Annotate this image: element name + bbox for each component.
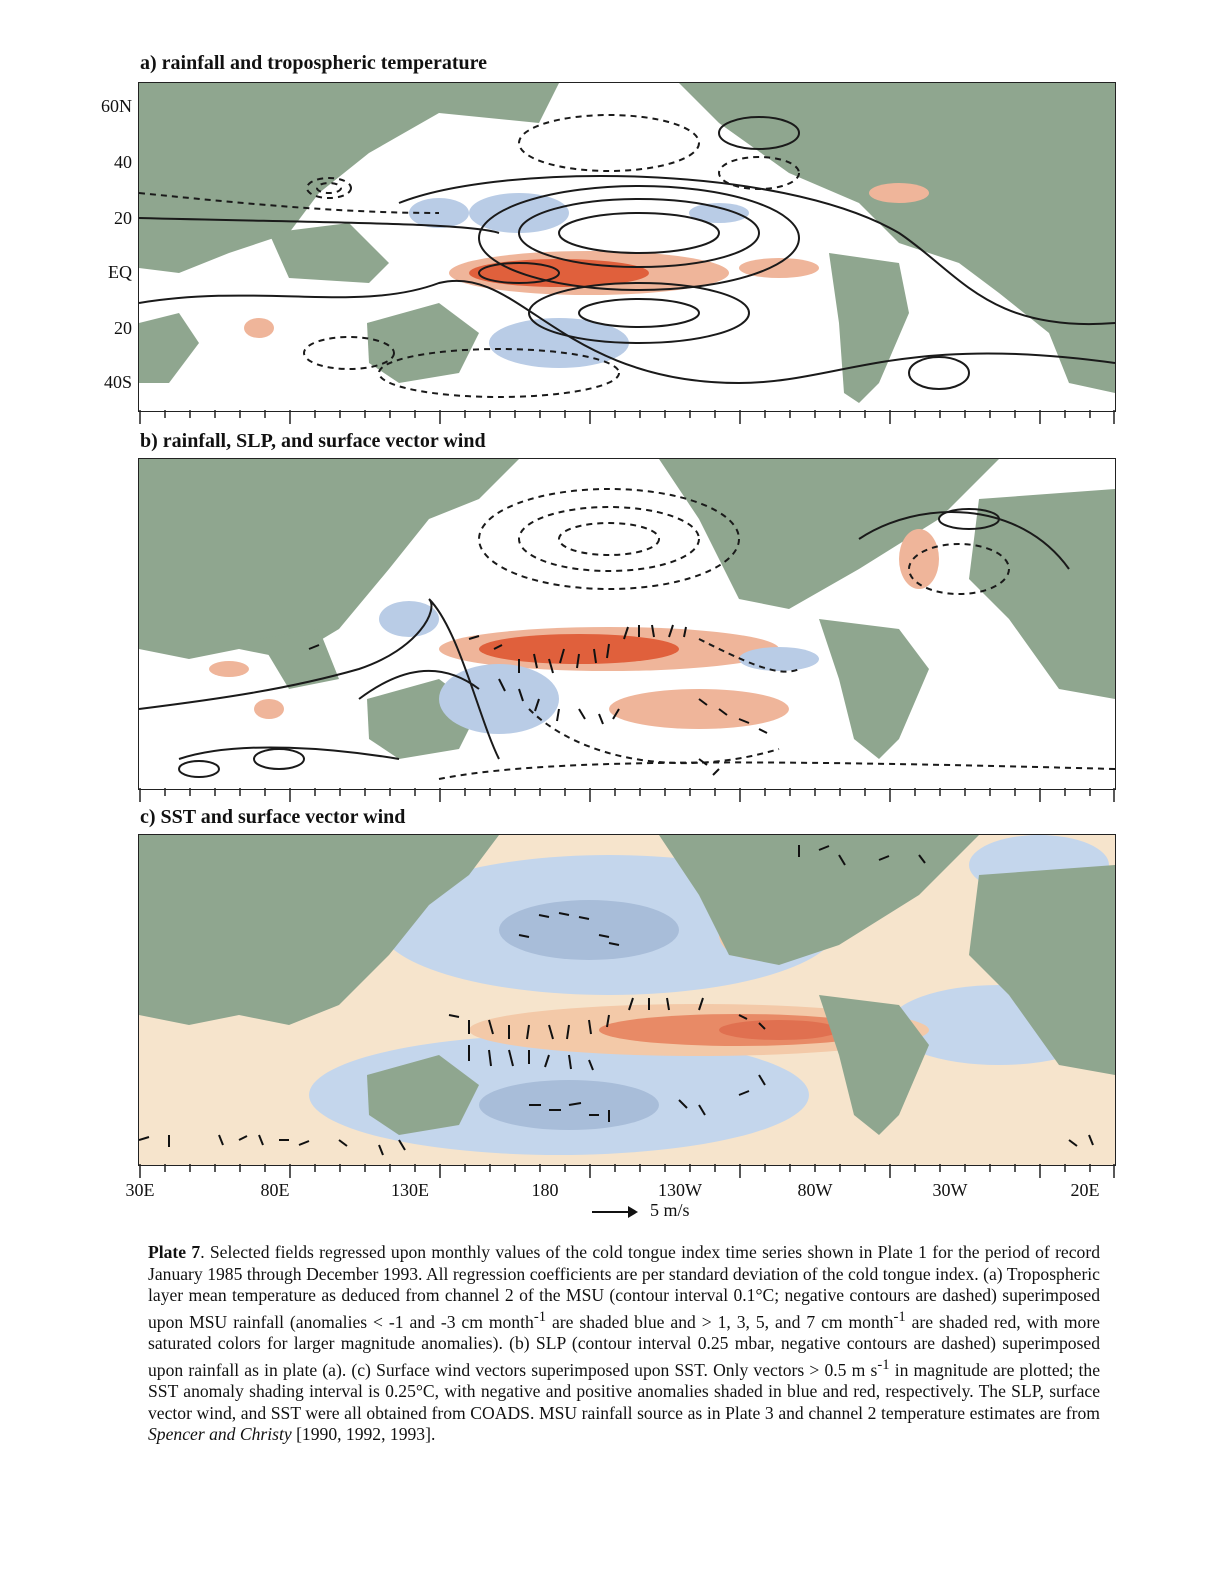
x-label-30e: 30E [125,1180,155,1200]
caption-text-3: are shaded red, with more saturated colo… [148,1311,1100,1380]
y-label-60n: 60N [101,96,132,116]
x-label-180: 180 [531,1180,559,1200]
panel-b-title: b) rainfall, SLP, and surface vector win… [140,430,486,452]
x-label-130e: 130E [391,1180,429,1200]
panel-a-title: a) rainfall and tropospheric temperature [140,52,488,74]
caption-label: Plate 7 [148,1242,201,1262]
x-label-80w: 80W [797,1180,833,1200]
figure-caption: Plate 7. Selected fields regressed upon … [148,1242,1100,1446]
caption-text-2: are shaded blue and > 1, 3, 5, and 7 cm … [546,1311,894,1332]
panel-a-ticks [138,410,1116,426]
panel-c-title: c) SST and surface vector wind [140,806,406,828]
temperature-contours [139,116,1115,390]
panel-a-map [138,82,1116,412]
panel-c-ticks [138,1164,1116,1180]
scale-arrow-icon [592,1205,638,1218]
y-label-eq: EQ [108,262,132,282]
slp-contours [139,508,1070,778]
wind-vectors [139,845,1094,1156]
panel-c-map [138,834,1116,1166]
panel-b-ticks [138,788,1116,804]
caption-text-4: in magnitude are plotted; the SST anomal… [148,1359,1100,1423]
land-masses [139,459,1115,759]
wind-scale: 5 m/s [592,1200,690,1221]
x-label-130w: 130W [658,1180,702,1200]
y-label-40n: 40 [114,152,132,172]
scale-label: 5 m/s [650,1200,690,1220]
wind-vectors [308,624,768,776]
panel-b-map [138,458,1116,790]
caption-authors: Spencer and Christy [148,1424,292,1445]
x-label-80e: 80E [260,1180,290,1200]
caption-text-5: [1990, 1992, 1993]. [291,1424,436,1445]
land-masses [139,835,1115,1135]
y-label-40s: 40S [103,372,132,392]
x-label-30w: 30W [932,1180,968,1200]
caption-sup-3: -1 [877,1356,890,1373]
negative-contours [438,488,1115,780]
negative-contours [139,114,800,398]
land-masses [139,83,1115,403]
x-label-20e: 20E [1070,1180,1100,1200]
y-label-20n: 20 [114,208,132,228]
caption-sup-1: -1 [533,1308,547,1325]
y-label-20s: 20 [114,318,132,338]
caption-sup-2: -1 [893,1308,906,1325]
caption-text-1: . Selected fields regressed upon monthly… [148,1242,1100,1332]
